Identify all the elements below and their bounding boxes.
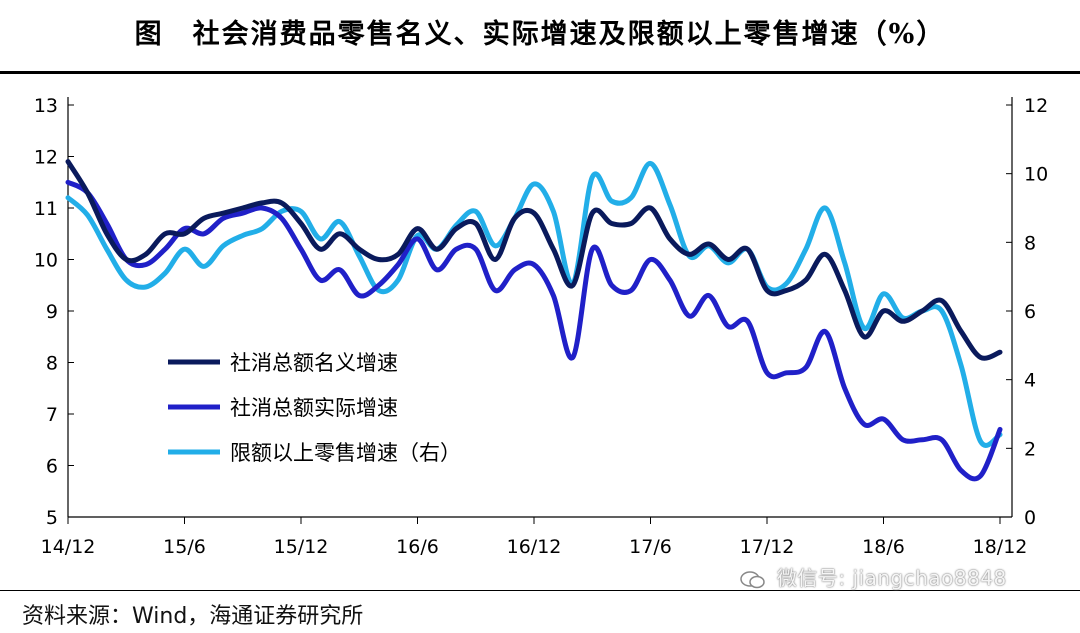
right-tick-label: 2	[1024, 438, 1036, 460]
source-divider	[0, 590, 1080, 591]
line-chart: 5 6 7 8 9 10 11 12 13 0 2 4 6 8 10 12 14/12 15/6 15/12 16/6…	[34, 95, 1048, 558]
x-tick-label: 17/12	[740, 536, 795, 558]
x-tick-label: 18/6	[862, 536, 905, 558]
series-nominal-line	[65, 159, 1003, 361]
right-tick-label: 8	[1024, 232, 1036, 254]
left-tick-label: 6	[46, 456, 58, 478]
right-tick-label: 0	[1024, 507, 1036, 529]
chart-series	[65, 159, 1003, 482]
legend-label: 社消总额实际增速	[230, 396, 398, 420]
left-tick-label: 7	[46, 404, 58, 426]
wechat-icon	[740, 570, 765, 588]
left-tick-label: 8	[46, 353, 58, 375]
chart-title: 图 社会消费品零售名义、实际增速及限额以上零售增速（%）	[134, 19, 946, 50]
left-tick-label: 12	[34, 147, 58, 169]
legend-label: 限额以上零售增速（右）	[230, 441, 461, 465]
legend-label: 社消总额名义增速	[230, 351, 398, 375]
right-tick-label: 12	[1024, 95, 1048, 117]
x-tick-label: 16/6	[396, 536, 439, 558]
right-tick-label: 4	[1024, 370, 1036, 392]
x-tick-label: 14/12	[41, 536, 96, 558]
series-above-quota-line	[65, 160, 1003, 448]
left-tick-label: 5	[46, 507, 58, 529]
watermark-text: 微信号: jiangchao8848	[776, 566, 1007, 590]
left-tick-label: 13	[34, 95, 58, 117]
x-tick-label: 17/6	[629, 536, 672, 558]
source-note: 资料来源：Wind，海通证券研究所	[22, 604, 364, 629]
left-tick-label: 11	[34, 198, 58, 220]
x-tick-label: 16/12	[507, 536, 562, 558]
chart-axes: 5 6 7 8 9 10 11 12 13 0 2 4 6 8 10 12 14/12 15/6 15/12 16/6…	[34, 95, 1048, 558]
series-real-line	[65, 179, 1003, 482]
right-tick-label: 10	[1024, 164, 1048, 186]
left-tick-label: 10	[34, 250, 58, 272]
x-tick-label: 15/12	[274, 536, 329, 558]
x-tick-label: 18/12	[973, 536, 1028, 558]
title-divider	[0, 71, 1080, 74]
watermark: 微信号: jiangchao8848	[740, 562, 1007, 591]
left-tick-label: 9	[46, 301, 58, 323]
x-tick-label: 15/6	[163, 536, 206, 558]
right-tick-label: 6	[1024, 301, 1036, 323]
